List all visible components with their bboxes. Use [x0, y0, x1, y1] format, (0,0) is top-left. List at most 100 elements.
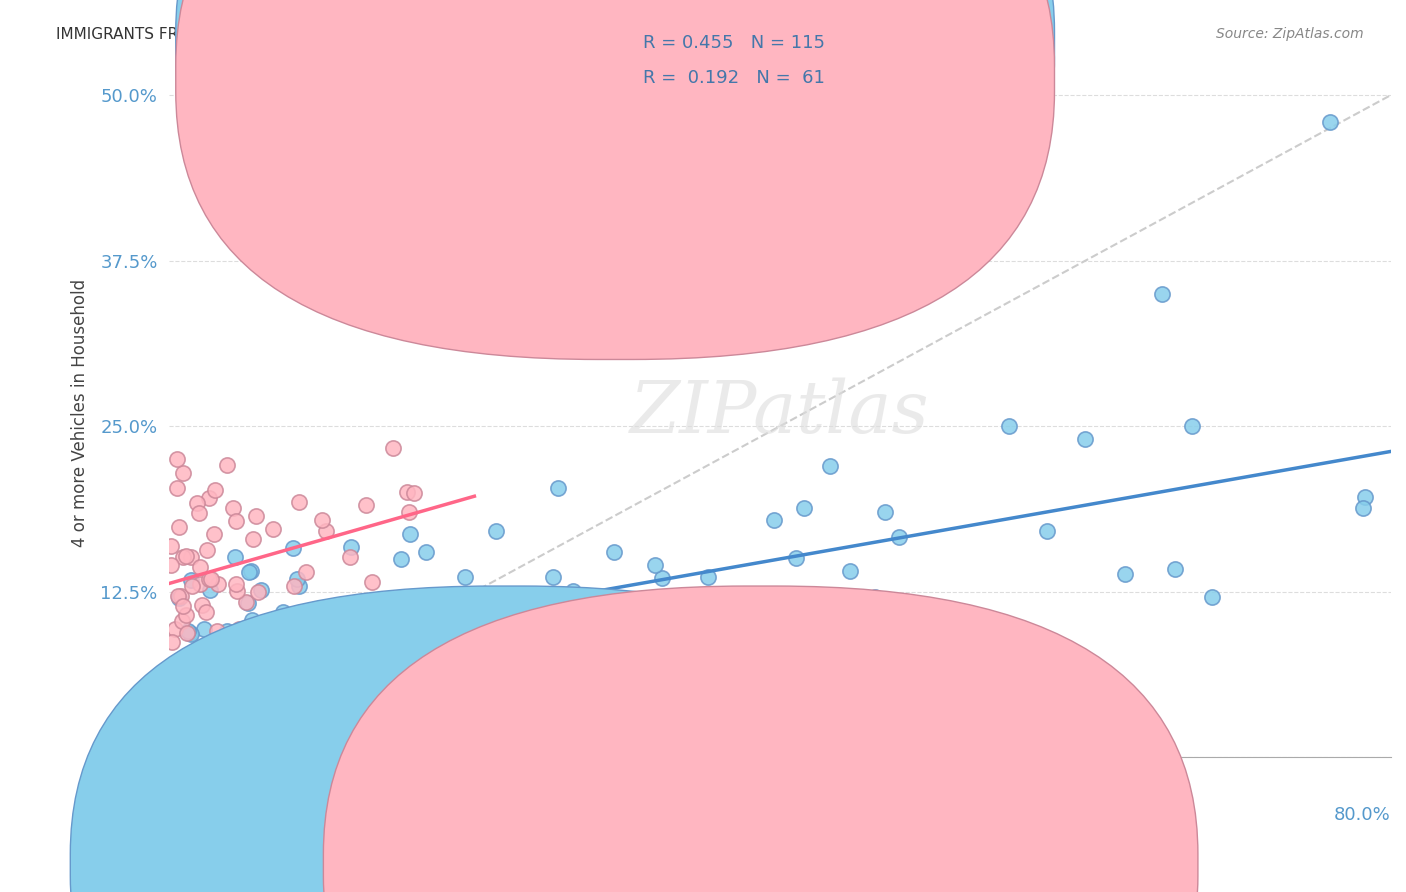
Point	[395, 485, 418, 500]
Point	[177, 624, 200, 639]
Point	[169, 737, 191, 751]
Point	[516, 613, 538, 627]
Point	[264, 618, 287, 632]
Point	[204, 483, 226, 497]
Point	[200, 698, 222, 712]
Point	[651, 571, 673, 585]
Point	[236, 596, 259, 610]
Point	[195, 709, 218, 723]
Point	[166, 451, 188, 466]
Point	[644, 558, 666, 573]
Point	[172, 599, 194, 613]
Point	[225, 576, 247, 591]
Point	[238, 626, 260, 640]
Point	[478, 634, 501, 648]
Point	[562, 584, 585, 599]
Point	[496, 650, 519, 665]
Point	[269, 750, 291, 764]
Point	[166, 481, 188, 495]
Point	[288, 579, 311, 593]
Text: R =  0.192   N =  61: R = 0.192 N = 61	[643, 69, 824, 87]
Point	[191, 598, 214, 612]
Point	[262, 522, 284, 536]
Point	[897, 634, 920, 648]
Point	[423, 591, 446, 606]
Point	[337, 624, 360, 638]
Point	[785, 550, 807, 565]
Point	[839, 565, 862, 579]
Point	[474, 645, 496, 659]
Point	[180, 579, 202, 593]
Point	[159, 558, 181, 572]
Point	[1201, 590, 1223, 604]
Point	[288, 495, 311, 509]
Point	[217, 624, 239, 638]
Point	[488, 640, 510, 654]
Point	[384, 651, 406, 665]
Point	[202, 665, 225, 679]
Point	[187, 506, 209, 520]
Point	[1074, 433, 1097, 447]
Text: 0.0%: 0.0%	[169, 805, 214, 823]
Point	[180, 573, 202, 587]
Point	[235, 595, 257, 609]
Point	[172, 549, 194, 564]
Point	[1150, 286, 1173, 301]
Point	[444, 615, 467, 629]
Point	[415, 544, 437, 558]
Point	[198, 582, 221, 597]
Point	[873, 505, 896, 519]
Point	[225, 514, 247, 528]
Point	[1036, 524, 1059, 538]
Point	[356, 498, 378, 512]
Point	[193, 622, 215, 636]
Point	[195, 543, 218, 558]
Point	[236, 660, 259, 674]
Text: Immigrants from Mexico: Immigrants from Mexico	[531, 855, 734, 873]
Point	[404, 486, 426, 500]
Point	[297, 613, 319, 627]
Point	[259, 624, 281, 638]
Text: 80.0%: 80.0%	[1334, 805, 1391, 823]
Point	[172, 614, 194, 628]
Point	[550, 623, 572, 637]
Point	[228, 623, 250, 637]
Point	[326, 677, 349, 691]
Point	[454, 570, 477, 584]
Point	[186, 711, 208, 725]
Point	[696, 570, 718, 584]
Text: Source: ZipAtlas.com: Source: ZipAtlas.com	[1216, 27, 1364, 41]
Point	[239, 564, 262, 578]
Point	[245, 508, 267, 523]
Point	[860, 633, 883, 648]
Point	[281, 541, 304, 555]
Point	[176, 549, 198, 563]
Point	[315, 524, 337, 538]
Point	[382, 441, 405, 455]
Point	[188, 651, 211, 665]
Point	[198, 491, 221, 505]
Point	[889, 530, 911, 544]
Point	[170, 589, 193, 603]
Text: ZIPatlas: ZIPatlas	[630, 377, 929, 448]
Point	[211, 652, 233, 666]
Point	[242, 532, 264, 546]
Point	[190, 576, 212, 591]
Point	[389, 551, 412, 566]
Point	[547, 481, 569, 495]
Point	[485, 524, 508, 538]
Point	[451, 609, 474, 624]
Point	[820, 459, 842, 474]
Point	[247, 584, 270, 599]
Point	[322, 604, 344, 618]
Point	[200, 572, 222, 586]
Point	[706, 589, 728, 603]
Point	[207, 576, 229, 591]
Point	[167, 591, 190, 606]
Point	[240, 613, 263, 627]
Point	[159, 725, 181, 739]
Point	[167, 665, 190, 679]
Point	[553, 615, 575, 629]
Point	[1164, 562, 1187, 576]
Point	[245, 662, 267, 676]
